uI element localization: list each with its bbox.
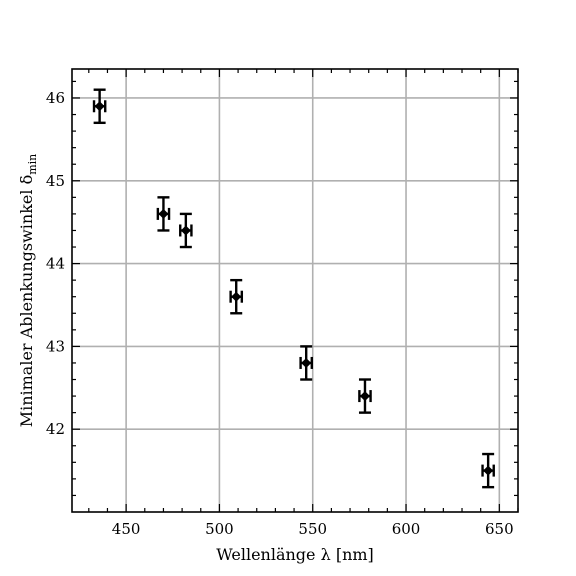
y-tick-label: 45 [46, 172, 65, 190]
data-point [156, 196, 171, 232]
data-point [179, 212, 193, 249]
y-tick-label: 43 [46, 337, 65, 355]
diamond-marker [483, 465, 494, 476]
data-point [299, 345, 313, 381]
diamond-marker [158, 208, 169, 219]
diamond-marker [359, 391, 370, 402]
diamond-marker [231, 291, 242, 302]
y-tick-label: 42 [46, 420, 65, 438]
data-point [229, 278, 244, 315]
x-axis-label: Wellenlänge λ [nm] [216, 545, 374, 564]
plot-frame [71, 68, 519, 513]
diamond-marker [301, 357, 312, 368]
data-point [92, 88, 107, 125]
data-point [481, 452, 495, 489]
data-point [358, 378, 372, 414]
x-tick-label: 450 [112, 520, 141, 538]
x-axis-label-text: Wellenlänge λ [nm] [216, 545, 374, 564]
y-axis-label-main: Minimaler Ablenkungswinkel δ [17, 175, 36, 428]
x-tick-label: 600 [392, 520, 421, 538]
x-tick-label: 550 [298, 520, 327, 538]
diamond-marker [180, 225, 191, 236]
diamond-marker [94, 101, 105, 112]
y-tick-label: 46 [46, 89, 65, 107]
tick-labels: 450 500 550 600 650 42 43 44 45 46 [46, 89, 514, 538]
x-tick-label: 500 [205, 520, 234, 538]
y-tick-label: 44 [46, 255, 65, 273]
y-axis-label: Minimaler Ablenkungswinkel δmin [17, 154, 39, 428]
axis-ticks [72, 69, 519, 512]
x-tick-label: 650 [485, 520, 514, 538]
grid [72, 69, 518, 512]
y-axis-label-subscript: min [26, 154, 39, 175]
data-points [92, 88, 495, 489]
